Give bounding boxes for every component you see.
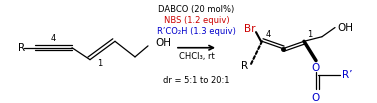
Text: O: O [312, 63, 320, 73]
Text: OH: OH [337, 23, 353, 33]
Text: DABCO (20 mol%): DABCO (20 mol%) [158, 5, 234, 14]
Text: 1: 1 [307, 30, 313, 39]
Text: OH: OH [155, 38, 171, 48]
Text: R’: R’ [342, 70, 352, 80]
Text: R’CO₂H (1.3 equiv): R’CO₂H (1.3 equiv) [157, 27, 236, 36]
Text: Br: Br [244, 24, 256, 34]
Text: R: R [18, 43, 25, 53]
Text: NBS (1.2 equiv): NBS (1.2 equiv) [164, 16, 229, 25]
Text: O: O [312, 93, 320, 103]
Text: 1: 1 [97, 59, 103, 68]
Text: CHCl₃, rt: CHCl₃, rt [179, 52, 215, 61]
Text: dr = 5:1 to 20:1: dr = 5:1 to 20:1 [163, 76, 230, 85]
Text: 4: 4 [265, 30, 271, 39]
Text: R: R [241, 61, 248, 71]
Text: 4: 4 [51, 34, 56, 43]
